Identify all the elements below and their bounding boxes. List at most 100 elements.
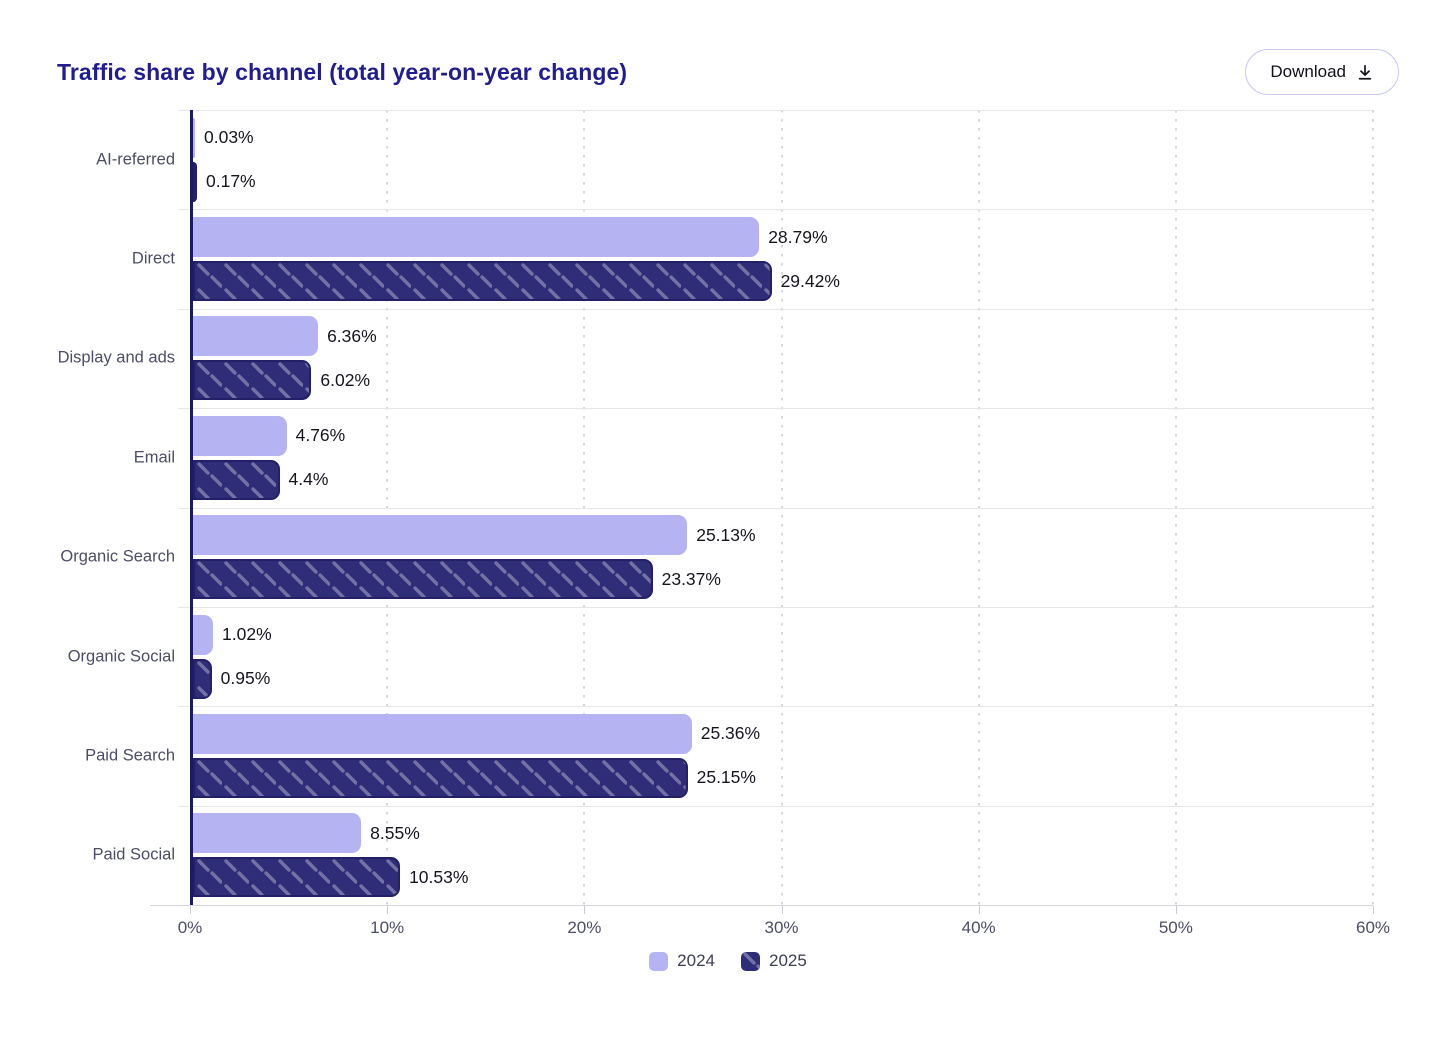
bar-line: 10.53% (193, 857, 1373, 898)
x-tick (190, 906, 191, 914)
legend-label: 2025 (769, 951, 807, 970)
bar-2025 (193, 459, 280, 500)
bar-group: 6.36% 6.02% (193, 309, 1373, 408)
bar-line: 4.4% (193, 459, 1373, 500)
category-row: Organic Social 1.02% 0.95% (68, 606, 1373, 706)
category-row: AI-referred 0.03% 0.17% (96, 110, 1373, 209)
x-tick (1373, 906, 1374, 914)
x-tick (978, 906, 980, 914)
hatch-overlay (741, 951, 760, 971)
value-label: 25.13% (696, 524, 756, 545)
bar-2024 (193, 217, 760, 258)
bar-group: 28.79% 29.42% (193, 209, 1373, 308)
hatch-overlay (195, 561, 651, 598)
value-label: 25.15% (696, 767, 756, 788)
bar-2025 (193, 658, 212, 699)
y-axis-line (190, 110, 193, 905)
x-tick-label: 50% (1158, 918, 1193, 937)
category-row: Display and ads 6.36% 6.02% (58, 308, 1373, 408)
value-label: 10.53% (409, 866, 469, 887)
value-label: 0.95% (220, 668, 271, 689)
bar-2024 (193, 117, 195, 158)
bar-line: 28.79% (193, 217, 1373, 258)
x-tick-label: 30% (764, 918, 799, 937)
bar-line: 6.36% (193, 316, 1373, 357)
bar-2024 (193, 614, 214, 655)
legend-label: 2024 (677, 951, 715, 970)
download-button-label: Download (1270, 62, 1346, 81)
category-row: Email 4.76% 4.4% (134, 408, 1373, 507)
category-row: Paid Search 25.36% 25.15% (85, 706, 1373, 805)
hatch-overlay (195, 362, 310, 399)
value-label: 6.02% (320, 369, 371, 390)
bar-2025 (193, 857, 401, 898)
category-label: Paid Search (85, 746, 175, 765)
gridline-60 (1372, 110, 1374, 905)
download-icon (1358, 64, 1372, 80)
category-row: Paid Social 8.55% 10.53% (92, 805, 1373, 905)
download-button[interactable]: Download (1245, 49, 1399, 95)
category-label: Direct (131, 249, 175, 268)
x-tick-label: 20% (567, 918, 602, 937)
bar-group: 4.76% 4.4% (193, 408, 1373, 507)
hatch-overlay (195, 759, 686, 796)
bar-line: 8.55% (193, 813, 1373, 854)
bar-line: 4.76% (193, 415, 1373, 456)
category-row: Direct 28.79% 29.42% (132, 209, 1373, 308)
bar-line: 0.17% (193, 161, 1373, 202)
legend-item-2024[interactable]: 2024 (649, 951, 715, 971)
category-label: Organic Search (60, 547, 175, 566)
value-label: 0.17% (206, 171, 256, 192)
value-label: 23.37% (661, 568, 721, 589)
plot-area: AI-referred 0.03% 0.17% Direct 28.79% 29.42% D… (58, 110, 1390, 937)
bar-group: 0.03% 0.17% (193, 110, 1373, 209)
bar-2025 (193, 360, 312, 401)
bar-2025 (193, 757, 688, 798)
category-label: Email (133, 448, 175, 467)
value-label: 0.03% (204, 127, 254, 148)
bar-line: 23.37% (193, 559, 1373, 600)
bar-2025 (193, 261, 772, 302)
x-tick-label: 40% (961, 918, 996, 937)
legend: 2024 2025 (0, 951, 1456, 971)
category-label: AI-referred (96, 150, 175, 169)
bar-group: 25.36% 25.15% (193, 706, 1373, 805)
bar-2024 (193, 415, 287, 456)
legend-swatch (741, 951, 760, 971)
bar-line: 29.42% (193, 261, 1373, 302)
category-label: Organic Social (67, 647, 175, 666)
hatch-overlay (195, 660, 210, 697)
hatch-overlay (195, 859, 399, 896)
bar-2025 (193, 161, 197, 202)
bar-line: 0.03% (193, 117, 1373, 158)
value-label: 8.55% (370, 822, 420, 843)
bar-line: 1.02% (193, 614, 1373, 655)
x-tick-label: 60% (1355, 918, 1391, 937)
bar-line: 0.95% (193, 658, 1373, 699)
hatch-overlay (195, 263, 770, 300)
bar-2024 (193, 813, 362, 854)
value-label: 25.36% (700, 723, 761, 744)
bar-line: 6.02% (193, 360, 1373, 401)
category-label: Paid Social (92, 845, 175, 864)
bar-group: 25.13% 23.37% (193, 508, 1373, 607)
x-tick (1175, 906, 1177, 914)
value-label: 28.79% (768, 226, 828, 247)
bar-line: 25.15% (193, 757, 1373, 798)
header: Traffic share by channel (total year-on-… (57, 44, 1399, 100)
bar-line: 25.13% (193, 515, 1373, 556)
category-rows: AI-referred 0.03% 0.17% Direct 28.79% 29.42% D… (58, 110, 1373, 905)
hatch-overlay (195, 461, 278, 498)
x-tick (584, 906, 586, 914)
bar-2025 (193, 559, 653, 600)
value-label: 4.76% (295, 425, 346, 446)
category-row: Organic Search 25.13% 23.37% (60, 507, 1373, 607)
x-tick-label: 10% (370, 918, 405, 937)
bar-line: 25.36% (193, 713, 1373, 754)
legend-item-2025[interactable]: 2025 (741, 951, 807, 971)
x-tick (387, 906, 389, 914)
x-tick-label: 0% (177, 918, 203, 937)
value-label: 1.02% (222, 624, 272, 645)
value-label: 4.4% (288, 469, 329, 490)
